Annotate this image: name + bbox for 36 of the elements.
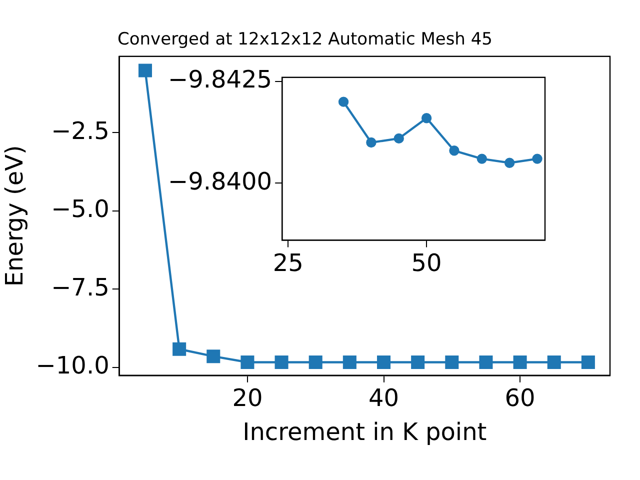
point [581, 356, 595, 370]
x-tick-label: 40 [368, 384, 400, 412]
point [421, 113, 432, 124]
chart-title: Converged at 12x12x12 Automatic Mesh 45 [118, 30, 492, 50]
x-axis-title: Increment in K point [242, 418, 487, 446]
point [513, 356, 527, 370]
point [366, 137, 376, 148]
point [138, 64, 152, 78]
y-tick-label: −5.0 [51, 195, 110, 224]
point [476, 154, 487, 164]
point [206, 350, 220, 364]
x-tick-label: 50 [411, 248, 442, 277]
x-tick-label: 60 [504, 384, 536, 412]
y-tick-label: −9.8400 [168, 167, 272, 196]
point [532, 154, 542, 164]
x-tick-label: 25 [272, 248, 304, 277]
point [308, 356, 322, 370]
point [338, 96, 349, 107]
y-tick-label: −7.5 [51, 273, 110, 302]
point [479, 356, 493, 370]
y-tick-label: −2.5 [51, 116, 110, 145]
point [445, 356, 459, 370]
point [172, 342, 186, 356]
point [377, 356, 391, 370]
point [274, 356, 288, 370]
point [411, 356, 425, 370]
point [504, 158, 515, 168]
point [240, 356, 254, 370]
point [342, 356, 356, 370]
y-axis-title: Energy (eV) [0, 145, 29, 287]
point [547, 356, 561, 370]
point [394, 133, 404, 144]
y-tick-label: −10.0 [36, 352, 110, 380]
point [449, 146, 460, 156]
x-tick-label: 20 [232, 384, 263, 412]
y-tick-label: −9.8425 [168, 66, 272, 94]
